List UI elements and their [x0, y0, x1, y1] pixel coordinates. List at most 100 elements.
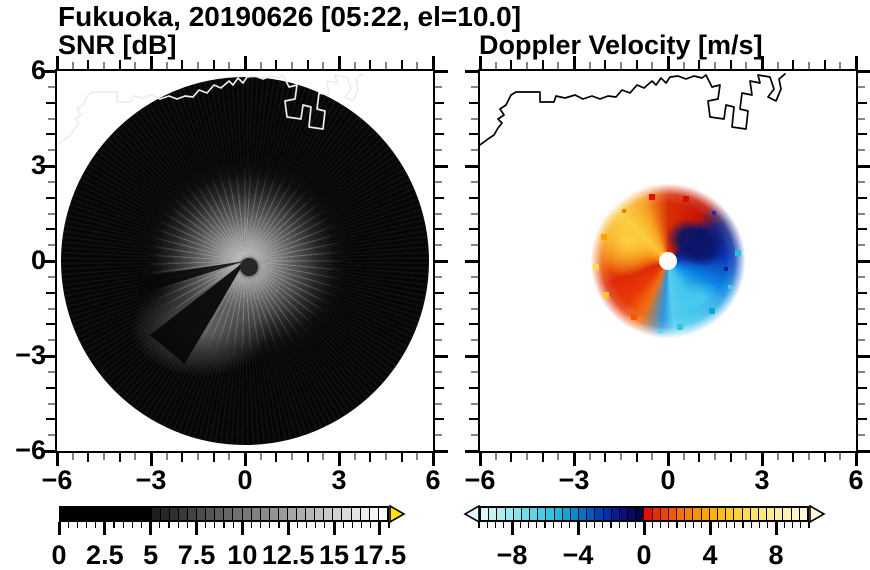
colorbar-minor-tick — [569, 522, 571, 528]
axis-tick — [858, 164, 870, 168]
axis-tick — [854, 453, 858, 466]
colorbar-segment — [124, 508, 134, 520]
axis-tick — [435, 101, 444, 104]
colorbar-segment — [677, 508, 686, 520]
axis-tick — [526, 62, 528, 69]
colorbar-minor-tick — [593, 522, 596, 528]
axis-tick — [55, 453, 59, 466]
colorbar-segment — [342, 508, 352, 520]
axis-tick — [471, 402, 478, 405]
axis-tick — [435, 244, 442, 247]
colorbar-major-tick — [510, 522, 514, 535]
axis-tick — [572, 56, 576, 69]
axis-tick — [776, 62, 779, 69]
axis-tick — [510, 60, 513, 69]
colorbar-tick-label: 5 — [143, 540, 159, 570]
axis-tick — [858, 85, 865, 88]
colorbar-segment — [660, 508, 669, 520]
axis-tick — [337, 56, 341, 69]
colorbar-minor-tick — [315, 522, 317, 528]
colorbar-minor-tick — [758, 522, 761, 528]
axis-tick — [149, 453, 153, 466]
axis-tick — [494, 453, 497, 460]
colorbar-tick-label: −4 — [562, 540, 594, 570]
axis-tick — [604, 60, 607, 69]
axis-tick — [471, 339, 478, 342]
colorbar-minor-tick — [668, 522, 670, 528]
axis-tick — [858, 323, 867, 326]
axis-tick — [666, 453, 670, 466]
axis-tick — [854, 56, 858, 69]
colorbar-minor-tick — [269, 522, 271, 528]
colorbar-segment — [133, 508, 143, 520]
axis-tick — [465, 354, 478, 358]
colorbar-segment — [497, 508, 506, 520]
axis-tick — [714, 453, 716, 460]
colorbar-major-tick — [57, 522, 61, 535]
colorbar-minor-tick — [260, 522, 262, 528]
axis-tick — [46, 418, 55, 421]
axis-tick — [792, 453, 795, 462]
axis-tick — [165, 62, 168, 69]
colorbar-minor-tick — [223, 522, 225, 528]
colorbar-segment — [233, 508, 243, 520]
axis-tick — [858, 402, 865, 405]
axis-tick — [858, 449, 870, 453]
axis-tick — [792, 60, 795, 69]
axis-tick — [46, 323, 55, 326]
colorbar-tick-label: 15 — [318, 540, 350, 570]
colorbar-segment — [115, 508, 125, 520]
axis-tick — [435, 69, 448, 73]
axis-tick — [322, 453, 325, 460]
axis-tick — [149, 56, 153, 69]
axis-tick — [435, 386, 444, 389]
colorbar-segment — [179, 508, 189, 520]
axis-tick — [858, 212, 865, 215]
colorbar-segment — [783, 508, 792, 520]
axis-tick — [478, 453, 482, 466]
axis-tick — [776, 453, 779, 460]
colorbar-minor-tick — [783, 522, 785, 528]
axis-tick — [118, 60, 121, 69]
colorbar-minor-tick — [351, 522, 353, 528]
colorbar-minor-tick — [618, 522, 620, 528]
axis-tick — [745, 62, 748, 69]
axis-tick — [42, 354, 55, 358]
colorbar-minor-tick — [250, 522, 253, 528]
snr-colorbar — [59, 506, 389, 522]
axis-tick — [46, 228, 55, 231]
colorbar-segment — [538, 508, 547, 520]
axis-tick — [435, 418, 444, 421]
axis-tick — [369, 60, 372, 69]
colorbar-segment — [287, 508, 298, 520]
axis-tick — [471, 180, 478, 183]
axis-tick — [42, 69, 55, 73]
colorbar-minor-tick — [717, 522, 719, 528]
axis-tick — [469, 101, 478, 104]
colorbar-segment — [628, 508, 637, 520]
colorbar-minor-tick — [205, 522, 207, 528]
colorbar-tick-label: 17.5 — [353, 540, 407, 570]
colorbar-segment — [360, 508, 370, 520]
axis-tick — [651, 62, 654, 69]
axis-tick — [134, 62, 137, 69]
axis-tick — [858, 386, 867, 389]
axis-tick — [275, 453, 278, 462]
colorbar-minor-tick — [85, 522, 88, 528]
colorbar-segment — [61, 508, 71, 520]
axis-tick — [858, 149, 865, 152]
velocity-yellow-fringe — [586, 193, 668, 289]
velocity-echo-blob — [586, 181, 748, 341]
axis-tick — [465, 259, 478, 263]
colorbar-minor-tick — [659, 522, 662, 528]
colorbar-segment — [587, 508, 596, 520]
axis-tick — [291, 453, 293, 460]
colorbar-minor-tick — [186, 522, 188, 528]
colorbar-segment — [215, 508, 225, 520]
axis-tick — [42, 449, 55, 453]
axis-tick — [48, 275, 55, 278]
axis-tick — [46, 386, 55, 389]
colorbar-minor-tick — [527, 522, 530, 528]
axis-tick — [682, 453, 685, 460]
axis-tick — [416, 62, 419, 69]
